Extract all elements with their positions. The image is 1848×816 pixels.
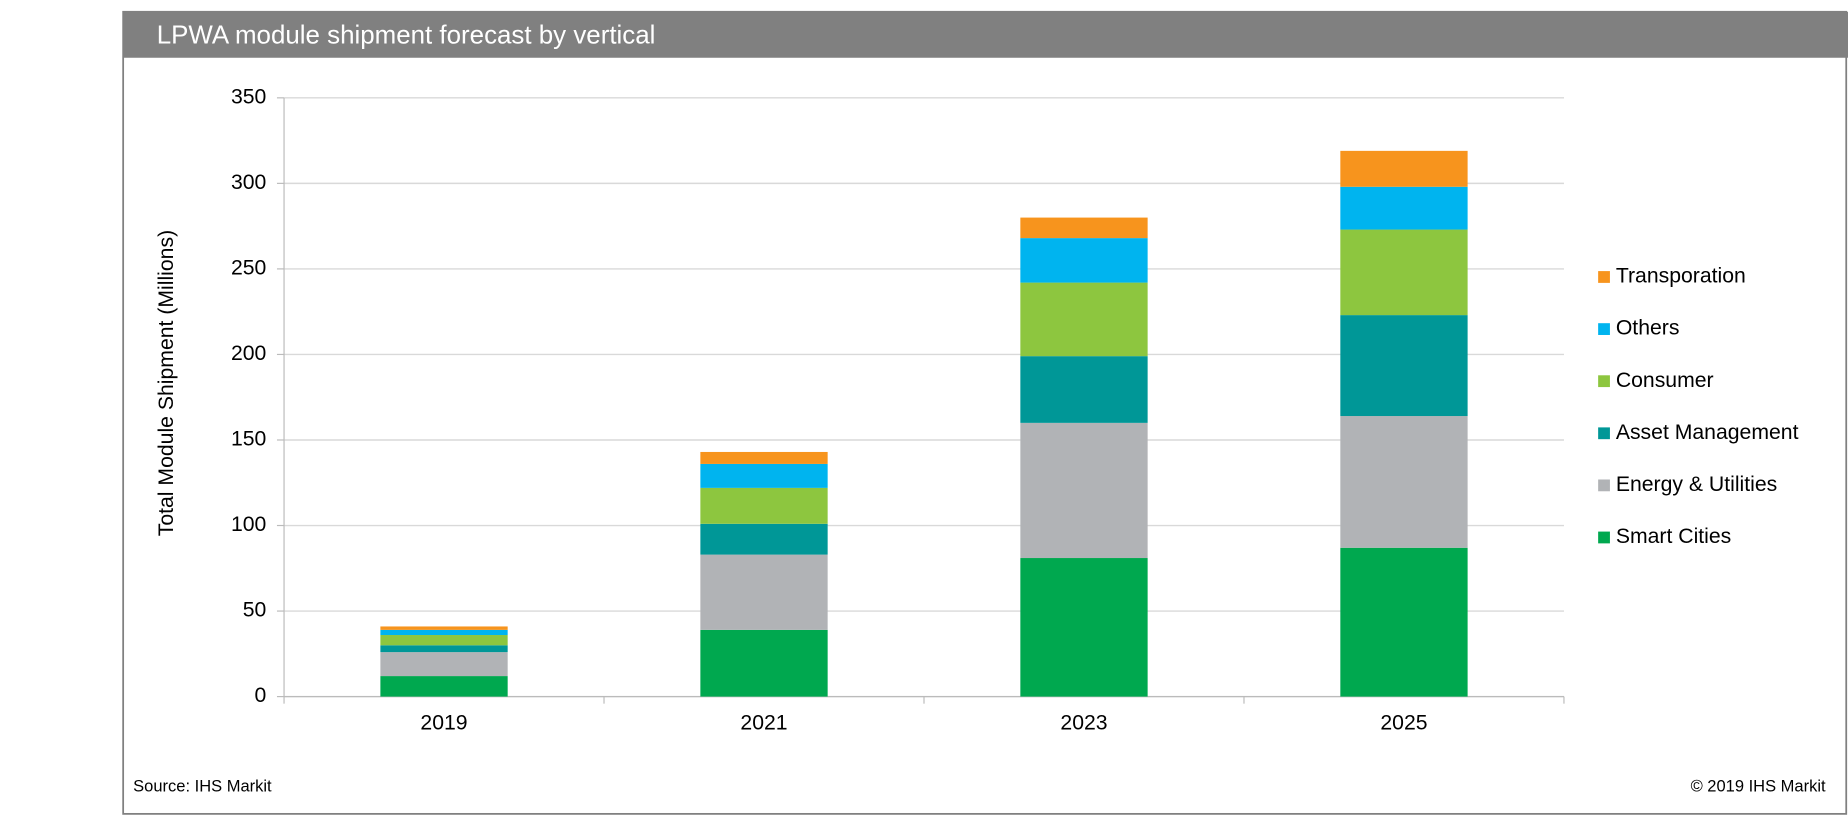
y-tick-label: 300 — [231, 171, 266, 194]
y-axis-title: Total Module Shipment (Millions) — [155, 230, 178, 536]
y-tick-label: 350 — [231, 85, 266, 108]
legend-swatch — [1598, 323, 1610, 335]
bar-segment — [380, 629, 508, 636]
legend-swatch — [1598, 375, 1610, 388]
legend-label: Others — [1616, 317, 1680, 340]
bar-segment — [380, 645, 508, 653]
bar-segment — [700, 629, 828, 697]
legend-label: Energy & Utilities — [1616, 473, 1777, 496]
bar-segment — [1020, 238, 1148, 283]
bar-segment — [1340, 229, 1468, 316]
header-band — [122, 11, 1848, 58]
bar-segment — [380, 676, 508, 697]
bar-segment — [380, 652, 508, 677]
bar-segment — [1340, 416, 1468, 548]
bar-segment — [700, 554, 828, 630]
bar-segment — [1020, 217, 1148, 239]
x-tick-label: 2025 — [1380, 711, 1427, 734]
x-tick-label: 2019 — [420, 711, 467, 734]
bar-segment — [1340, 186, 1468, 230]
y-tick-label: 50 — [243, 599, 267, 622]
bar-segment — [700, 451, 828, 464]
bar-segment — [700, 523, 828, 555]
x-tick-label: 2023 — [1060, 711, 1107, 734]
legend-swatch — [1598, 427, 1610, 440]
bar-segment — [1020, 356, 1148, 423]
y-tick-label: 150 — [231, 428, 266, 451]
y-tick-label: 250 — [231, 257, 266, 280]
bar-segment — [380, 635, 508, 646]
chart-title: LPWA module shipment forecast by vertica… — [157, 21, 656, 49]
bar-segment — [1340, 547, 1468, 697]
bar-segment — [380, 626, 508, 630]
legend-label: Smart Cities — [1616, 525, 1731, 548]
y-tick-label: 200 — [231, 342, 266, 365]
bar-segment — [1020, 558, 1148, 697]
bar-segment — [700, 487, 828, 524]
bar-segment — [1020, 422, 1148, 559]
y-tick-label: 100 — [231, 513, 266, 536]
bar-segment — [700, 463, 828, 488]
legend-label: Transporation — [1616, 265, 1746, 288]
x-tick-label: 2021 — [740, 711, 787, 734]
legend-swatch — [1598, 479, 1610, 492]
source-note: Source: IHS Markit — [133, 778, 272, 796]
bar-segment — [1020, 282, 1148, 357]
bar-segment — [1340, 150, 1468, 187]
legend-swatch — [1598, 271, 1610, 283]
legend-swatch — [1598, 531, 1610, 544]
bar-segment — [1340, 315, 1468, 417]
legend-label: Consumer — [1616, 369, 1714, 392]
legend-label: Asset Management — [1616, 421, 1799, 444]
copyright-note: © 2019 IHS Markit — [1691, 778, 1826, 796]
y-tick-label: 0 — [255, 684, 267, 707]
